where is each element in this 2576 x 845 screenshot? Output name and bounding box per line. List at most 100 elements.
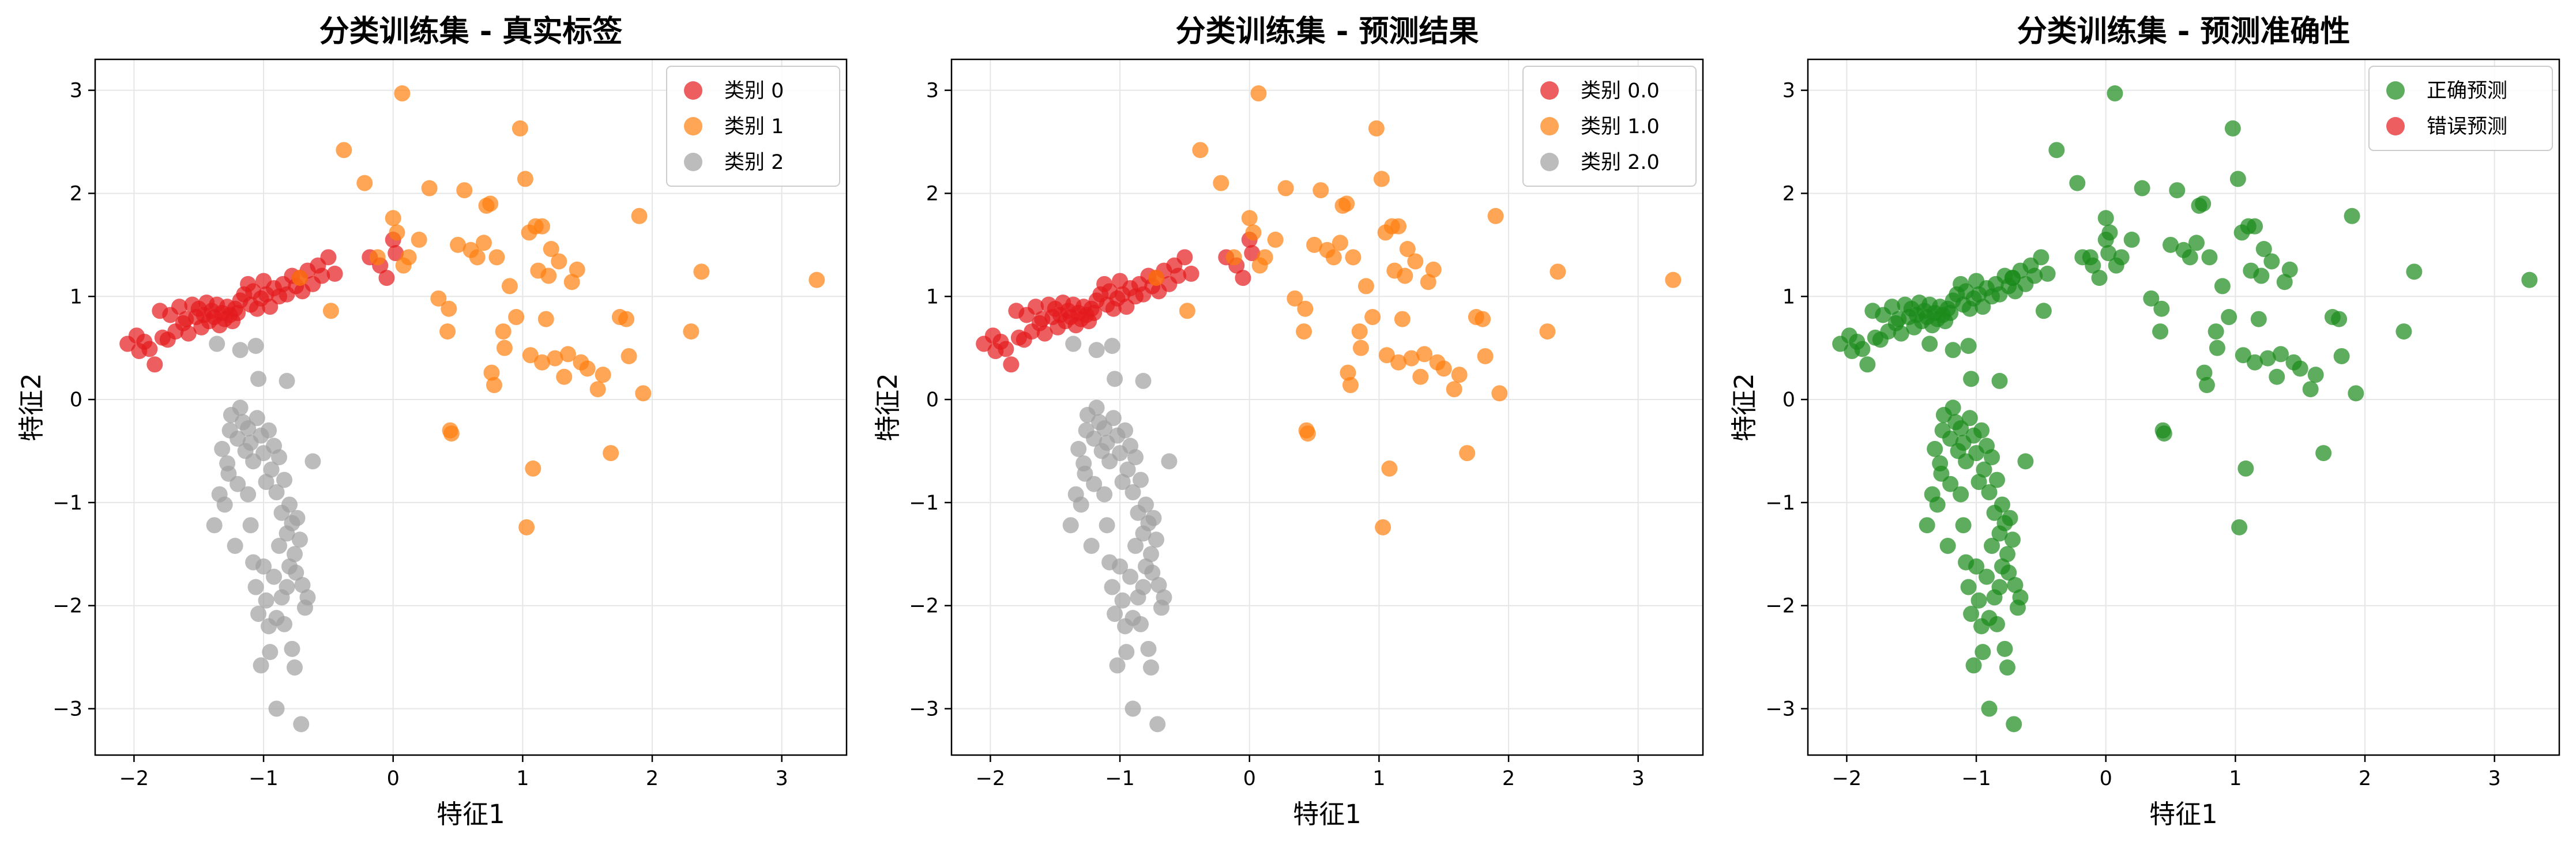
data-point <box>266 568 283 585</box>
data-point <box>525 460 541 477</box>
x-tick-label: −1 <box>1961 767 1991 790</box>
data-point <box>1994 496 2010 513</box>
data-point <box>291 531 308 548</box>
data-point <box>2069 175 2086 191</box>
x-tick-label: −2 <box>119 767 149 790</box>
data-point <box>1942 304 1959 321</box>
data-point <box>2156 425 2172 442</box>
data-point <box>281 496 298 513</box>
plot-area <box>1808 59 2559 755</box>
legend-label: 错误预测 <box>2427 115 2507 138</box>
data-point <box>1225 249 1242 266</box>
data-point <box>2196 364 2213 381</box>
y-tick-label: 3 <box>70 80 82 103</box>
data-point <box>230 431 246 447</box>
data-point <box>2097 210 2114 227</box>
data-point <box>1397 267 1413 284</box>
data-point <box>1394 311 1411 327</box>
x-tick-label: −1 <box>1105 767 1135 790</box>
data-point <box>1313 182 1329 199</box>
data-point <box>388 245 404 262</box>
data-point <box>2272 346 2289 363</box>
data-point <box>1999 546 2015 563</box>
data-point <box>250 606 267 623</box>
data-point <box>2101 224 2118 241</box>
data-point <box>1118 644 1135 661</box>
y-tick-label: 0 <box>926 388 939 412</box>
data-point <box>441 300 457 317</box>
data-point <box>1135 372 1152 389</box>
data-point <box>1459 445 1476 462</box>
data-point <box>2348 385 2364 402</box>
data-point <box>2259 350 2276 367</box>
data-point <box>1407 253 1424 270</box>
data-point <box>1096 486 1113 503</box>
data-point <box>1953 486 1969 503</box>
data-point <box>1364 309 1381 326</box>
data-point <box>2344 208 2360 224</box>
x-tick-label: 0 <box>387 767 400 790</box>
data-point <box>1968 558 1985 575</box>
data-point <box>1351 323 1368 340</box>
data-point <box>543 241 559 258</box>
legend: 类别 0.0 类别 1.0 类别 2.0 <box>1522 66 1697 187</box>
data-point <box>1119 461 1136 478</box>
data-point <box>1142 546 1159 563</box>
y-tick-label: −2 <box>52 595 82 618</box>
data-point <box>206 517 223 534</box>
data-point <box>1325 249 1342 266</box>
data-point <box>1088 399 1105 416</box>
data-point <box>209 335 225 352</box>
series-1 <box>1832 85 2538 733</box>
data-point <box>2026 267 2043 284</box>
data-point <box>268 700 285 717</box>
data-point <box>1277 180 1294 197</box>
data-point <box>1970 474 1987 491</box>
data-point <box>486 377 502 394</box>
x-tick-label: −2 <box>976 767 1006 790</box>
y-tick-label: 0 <box>70 388 82 412</box>
data-point <box>1475 311 1491 327</box>
data-point <box>1245 224 1262 241</box>
y-tick-label: −3 <box>52 698 82 721</box>
data-point <box>394 85 411 102</box>
data-point <box>2302 381 2319 398</box>
x-axis-label: 特征1 <box>437 799 505 829</box>
data-point <box>1156 589 1172 606</box>
data-point <box>2396 323 2412 340</box>
data-point <box>1984 449 2000 466</box>
data-point <box>1477 348 1494 364</box>
data-point <box>2195 195 2212 212</box>
data-point <box>1088 342 1105 359</box>
data-point <box>1420 274 1436 291</box>
data-point <box>1135 579 1152 595</box>
data-point <box>1132 616 1149 632</box>
data-point <box>1099 517 1115 534</box>
data-point <box>1357 278 1374 295</box>
data-point <box>522 347 539 364</box>
data-point <box>517 171 533 187</box>
legend-label: 类别 1.0 <box>1581 115 1660 138</box>
data-point <box>2107 85 2123 102</box>
data-point <box>508 309 525 326</box>
data-point <box>247 338 264 354</box>
data-point <box>279 372 295 389</box>
data-point <box>482 195 499 212</box>
data-point <box>1140 640 1157 657</box>
data-point <box>1287 290 1303 307</box>
data-point <box>1086 476 1103 492</box>
data-point <box>400 249 417 266</box>
data-point <box>1142 659 1159 676</box>
data-point <box>1104 579 1120 595</box>
y-tick-label: 2 <box>1782 182 1795 205</box>
data-point <box>1390 354 1407 371</box>
data-point <box>180 325 197 342</box>
data-point <box>1150 576 1167 593</box>
data-point <box>1086 431 1103 447</box>
data-point <box>559 346 576 363</box>
data-point <box>2269 368 2285 385</box>
x-tick-label: 2 <box>646 767 659 790</box>
